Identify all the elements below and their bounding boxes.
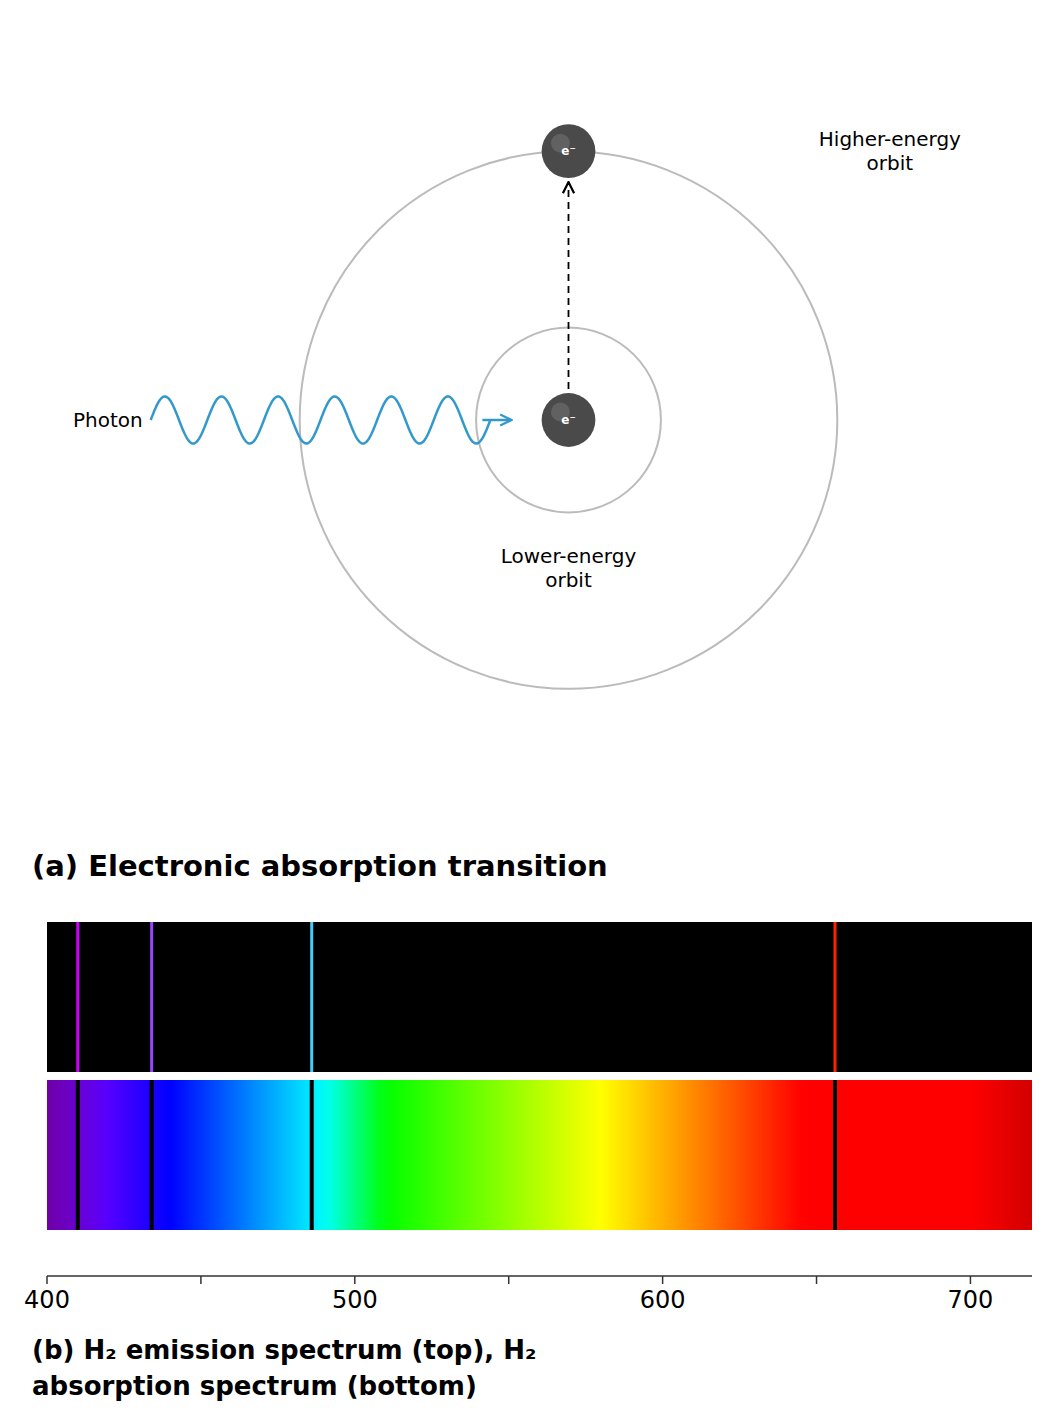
electron: e⁻ bbox=[542, 124, 596, 178]
tick bbox=[46, 1276, 48, 1284]
title: absorption spectrum (bottom) bbox=[32, 1371, 477, 1401]
tick-label: 500 bbox=[332, 1286, 378, 1314]
absorption-line bbox=[833, 1080, 837, 1230]
emission-spectrum bbox=[47, 922, 1032, 1072]
photon-label: Photon bbox=[73, 408, 143, 432]
spectral-lines bbox=[78, 1080, 835, 1230]
atom-diagram: e⁻ e⁻ Photon Higher-energyorbit Lower-energy… bbox=[73, 124, 961, 688]
spectral-lines bbox=[78, 922, 835, 1072]
electron-label: e⁻ bbox=[561, 413, 575, 427]
background bbox=[0, 0, 1053, 1425]
absorption-line bbox=[310, 1080, 314, 1230]
title: (a) Electronic absorption transition bbox=[32, 849, 608, 883]
photon-arrow bbox=[482, 419, 511, 422]
tick bbox=[508, 1276, 510, 1284]
tick bbox=[970, 1276, 972, 1284]
tick bbox=[662, 1276, 664, 1284]
electron-label: e⁻ bbox=[561, 144, 575, 158]
electron-body bbox=[542, 124, 596, 178]
outer-orbit bbox=[300, 151, 838, 689]
tick bbox=[816, 1276, 818, 1284]
emission-background bbox=[47, 922, 1032, 1072]
emission-line bbox=[310, 922, 313, 1072]
x-axis: 400 500 600 700 bbox=[24, 1276, 1032, 1314]
electron: e⁻ bbox=[542, 393, 596, 447]
emission-line bbox=[834, 922, 837, 1072]
figure: e⁻ e⁻ Photon Higher-energyorbit Lower-energy… bbox=[0, 0, 1053, 1425]
tick bbox=[354, 1276, 356, 1284]
emission-line bbox=[150, 922, 153, 1072]
tick-label: 400 bbox=[24, 1286, 70, 1314]
axis-line bbox=[47, 1275, 1032, 1277]
transition-arrow bbox=[568, 182, 570, 389]
tick-label: 700 bbox=[948, 1286, 994, 1314]
tick-label: 600 bbox=[640, 1286, 686, 1314]
photon-wave bbox=[151, 396, 491, 443]
absorption-background bbox=[47, 1080, 1032, 1230]
electron-body bbox=[542, 393, 596, 447]
title: (b) H₂ emission spectrum (top), H₂ bbox=[32, 1335, 536, 1365]
lower-orbit-label: Lower-energyorbit bbox=[501, 544, 637, 592]
absorption-line bbox=[150, 1080, 154, 1230]
absorption-line bbox=[76, 1080, 80, 1230]
tick bbox=[200, 1276, 202, 1284]
absorption-spectrum bbox=[47, 1080, 1032, 1230]
inner-orbit bbox=[476, 328, 661, 513]
higher-orbit-label: Higher-energyorbit bbox=[819, 127, 961, 175]
emission-line bbox=[76, 922, 79, 1072]
